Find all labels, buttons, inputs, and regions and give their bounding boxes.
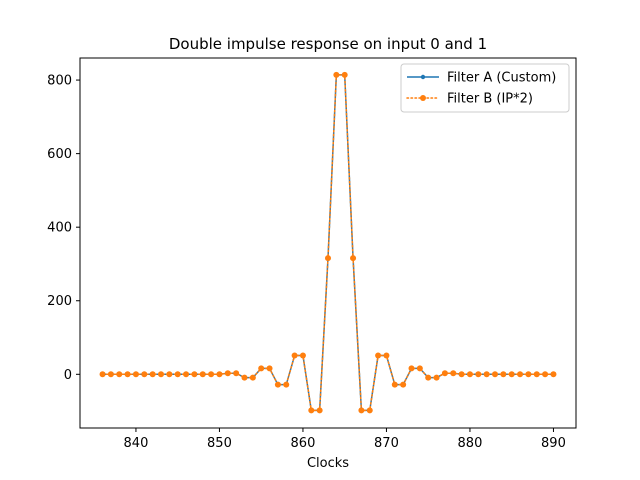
data-point (158, 371, 164, 378)
data-point (191, 371, 198, 378)
data-point (358, 407, 365, 414)
x-tick-label: 840 (124, 436, 149, 451)
data-point (274, 381, 281, 388)
data-point (132, 371, 139, 378)
legend-box (400, 63, 570, 113)
data-point (174, 371, 181, 378)
data-point (116, 371, 123, 378)
data-point (333, 71, 340, 78)
data-point (224, 370, 231, 377)
plot-frame (79, 57, 577, 429)
data-point (199, 371, 206, 378)
legend-item: Filter B (IP*2) (406, 92, 533, 107)
y-tick-label: 400 (47, 221, 72, 236)
data-point (408, 365, 415, 372)
data-point (308, 407, 315, 414)
data-point (266, 365, 273, 372)
data-point (166, 371, 173, 378)
x-tick-label: 850 (207, 436, 232, 451)
data-point (542, 371, 549, 378)
data-point (466, 371, 473, 378)
data-point (183, 371, 190, 378)
data-point (383, 352, 390, 359)
data-point (458, 371, 465, 378)
data-point (492, 371, 498, 378)
data-point (350, 255, 357, 262)
data-point (341, 71, 348, 78)
y-axis: 0 200 400 600 800 (47, 74, 80, 383)
data-point (425, 374, 432, 381)
data-point (233, 370, 240, 377)
y-tick-label: 0 (64, 368, 72, 383)
data-point (249, 374, 256, 381)
x-tick-label: 870 (374, 436, 399, 451)
legend: Filter A (Custom) Filter B (IP*2) (400, 63, 570, 113)
data-point (299, 352, 306, 359)
data-point (258, 365, 265, 372)
data-point (291, 352, 298, 359)
data-point (375, 352, 382, 359)
chart-title: Double impulse response on input 0 and 1 (169, 35, 487, 53)
y-tick-label: 800 (47, 74, 72, 89)
data-point (124, 371, 131, 378)
data-point (400, 381, 407, 388)
x-axis: 840 850 860 870 880 890 (124, 428, 566, 451)
data-point (525, 371, 532, 378)
data-point (241, 374, 248, 381)
data-point (517, 371, 524, 378)
data-point (316, 407, 323, 414)
x-tick-label: 860 (291, 436, 316, 451)
legend-label: Filter A (Custom) (447, 71, 556, 86)
y-tick-label: 600 (47, 147, 72, 162)
y-tick-label: 200 (47, 294, 72, 309)
x-tick-label: 890 (541, 436, 566, 451)
data-point (550, 371, 557, 378)
data-point (99, 371, 106, 378)
legend-marker (420, 74, 426, 80)
data-point (508, 371, 515, 378)
series-filter-b (99, 71, 557, 414)
data-point (366, 407, 373, 414)
data-point (450, 370, 457, 377)
legend-label: Filter B (IP*2) (447, 92, 533, 107)
x-tick-label: 880 (458, 436, 483, 451)
data-point (149, 371, 156, 378)
data-point (141, 371, 148, 378)
data-point (433, 374, 440, 381)
data-point (533, 371, 540, 378)
data-point (208, 371, 215, 378)
data-point (107, 371, 114, 378)
x-axis-label: Clocks (307, 456, 349, 471)
data-point (483, 371, 490, 378)
data-point (416, 365, 423, 372)
data-point (475, 371, 482, 378)
legend-marker (420, 95, 426, 101)
data-point (500, 371, 507, 378)
data-point (441, 370, 448, 377)
data-point (391, 381, 398, 388)
plot-series (99, 71, 557, 414)
data-point (283, 381, 290, 388)
data-point (216, 371, 223, 378)
legend-item: Filter A (Custom) (407, 71, 556, 86)
data-point (325, 255, 331, 262)
